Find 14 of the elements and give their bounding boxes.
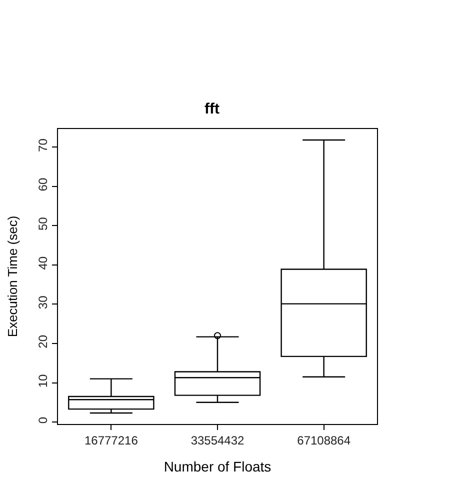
y-tick-label: 20 — [36, 334, 50, 348]
y-axis-title: Execution Time (sec) — [5, 216, 20, 338]
x-tick-label: 16777216 — [84, 433, 138, 448]
y-tick-label: 40 — [36, 256, 50, 270]
y-tick-label: 30 — [36, 295, 50, 310]
y-tick-label: 0 — [36, 416, 50, 424]
x-axis-title: Number of Floats — [164, 458, 272, 475]
y-tick-label: 70 — [36, 138, 50, 152]
x-tick-label: 33554432 — [190, 433, 245, 448]
chart-title: fft — [204, 100, 220, 118]
y-tick-label: 60 — [36, 178, 50, 192]
y-tick-label: 50 — [36, 216, 50, 231]
y-tick-label: 10 — [36, 374, 50, 388]
x-tick-label: 67108864 — [297, 433, 351, 448]
